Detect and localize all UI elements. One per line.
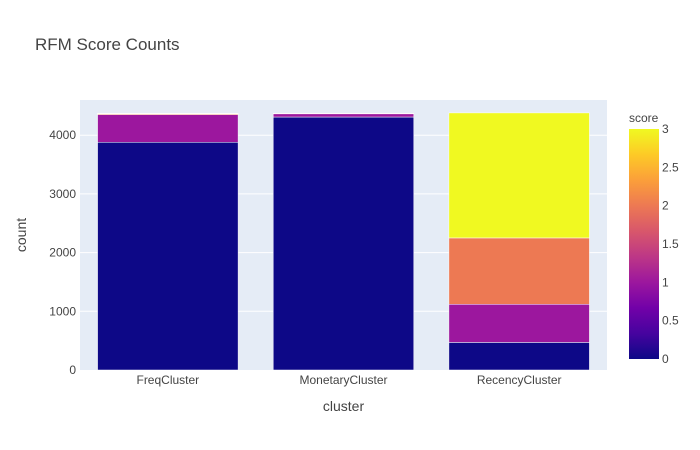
bars xyxy=(97,112,590,371)
bar-segment xyxy=(448,342,590,371)
y-tick-label: 4000 xyxy=(49,128,76,142)
bar-segment xyxy=(448,304,590,343)
x-tick-label: MonetaryCluster xyxy=(299,373,387,387)
colorbar-ticks: 0 0.5 1 1.5 2 2.5 3 xyxy=(662,122,679,366)
bar-segment xyxy=(272,116,415,371)
y-tick-label: 2000 xyxy=(49,246,76,260)
y-axis-ticks: 0 1000 2000 3000 4000 xyxy=(49,128,76,377)
x-axis-title: cluster xyxy=(323,398,365,414)
chart-title: RFM Score Counts xyxy=(35,35,180,54)
x-tick-label: FreqCluster xyxy=(136,373,199,387)
colorbar-tick-label: 3 xyxy=(662,122,669,136)
bar-segment xyxy=(97,114,239,143)
bar-segment xyxy=(97,113,239,115)
bar-segment xyxy=(97,142,239,371)
y-tick-label: 1000 xyxy=(49,304,76,318)
x-tick-label: RecencyCluster xyxy=(477,373,562,387)
colorbar-gradient xyxy=(629,129,659,359)
x-axis-ticks: FreqCluster MonetaryCluster RecencyCluster xyxy=(136,373,561,387)
y-tick-label: 0 xyxy=(69,363,76,377)
colorbar-tick-label: 1 xyxy=(662,275,669,289)
colorbar-tick-label: 1.5 xyxy=(662,237,679,251)
y-axis-title: count xyxy=(13,218,29,252)
colorbar-tick-label: 0.5 xyxy=(662,314,679,328)
colorbar: score 0 0.5 1 1.5 2 2.5 3 xyxy=(629,111,679,366)
bar-segment xyxy=(448,112,590,239)
colorbar-tick-label: 0 xyxy=(662,352,669,366)
bar-segment xyxy=(272,113,415,115)
colorbar-title: score xyxy=(629,111,659,125)
y-tick-label: 3000 xyxy=(49,187,76,201)
colorbar-tick-label: 2.5 xyxy=(662,160,679,174)
colorbar-tick-label: 2 xyxy=(662,199,669,213)
bar-segment xyxy=(448,237,590,305)
